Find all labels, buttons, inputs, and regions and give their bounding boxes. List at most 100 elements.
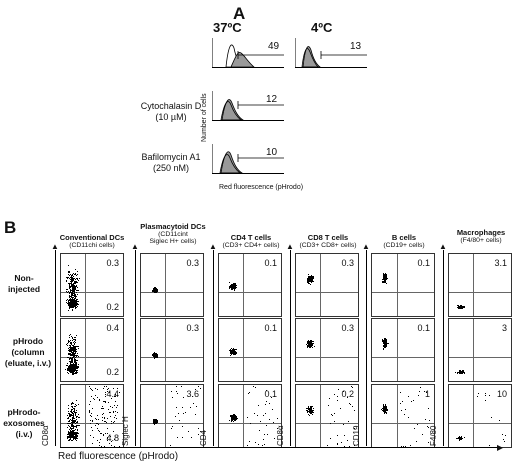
scatter-point: [73, 437, 75, 439]
scatter-point: [73, 305, 75, 307]
scatter-point: [381, 279, 383, 281]
percent-37-control: 49: [268, 41, 280, 52]
scatter-point: [72, 431, 74, 433]
scatter-point: [72, 341, 74, 343]
scatter-point: [71, 299, 73, 301]
scatter-point: [67, 276, 69, 278]
scatter-point: [77, 279, 79, 281]
scatter-point: [91, 389, 93, 391]
scatter-point: [484, 395, 486, 396]
scatter-point: [95, 418, 97, 420]
scatter-point: [75, 431, 77, 433]
scatter-point: [71, 306, 73, 308]
scatter-point: [109, 411, 111, 413]
scatter-point: [68, 357, 70, 359]
scatter-point: [69, 303, 71, 304]
scatter-point: [68, 304, 70, 306]
scatter-point: [72, 305, 74, 307]
scatter-point: [73, 303, 75, 305]
temp-4-heading: 4ºC: [311, 20, 333, 35]
scatter-point: [73, 280, 75, 282]
scatter-point: [72, 309, 74, 311]
scatter-point: [70, 343, 72, 345]
scatter-point: [263, 414, 265, 416]
scatter-point: [67, 353, 69, 355]
scatter-point: [234, 288, 236, 290]
scatter-point: [69, 415, 71, 417]
scatter-point: [73, 301, 75, 303]
scatter-point: [71, 283, 73, 285]
dot-plot-col2-row0: 0.1: [218, 253, 282, 317]
scatter-point: [101, 420, 103, 422]
scatter-point: [155, 352, 157, 354]
scatter-point: [74, 355, 76, 357]
scatter-point: [76, 366, 78, 368]
scatter-point: [74, 281, 76, 283]
scatter-point: [76, 335, 78, 337]
scatter-point: [68, 369, 70, 371]
scatter-point: [232, 352, 234, 354]
dot-plot-col5-row0: 3.1: [448, 253, 512, 317]
scatter-point: [230, 285, 232, 287]
scatter-point: [75, 288, 77, 290]
scatter-point: [71, 350, 73, 352]
column-title-plasmacytoid-dcs: Plasmacytoid DCs: [140, 222, 206, 231]
scatter-point: [69, 361, 71, 363]
scatter-point: [174, 416, 176, 418]
scatter-point: [71, 411, 73, 413]
scatter-point: [257, 414, 259, 416]
scatter-point: [386, 282, 388, 284]
row-label-phrodo-column-line3: (eluate, i.v.): [4, 358, 52, 368]
scatter-point: [70, 290, 72, 292]
scatter-point: [460, 307, 462, 309]
scatter-point: [151, 355, 153, 357]
scatter-point: [72, 349, 74, 351]
dot-plot-col1-row0: 0.3: [140, 253, 204, 317]
scatter-point: [73, 411, 75, 413]
percent-37-cytochalasin: 12: [266, 94, 278, 105]
scatter-point: [74, 283, 76, 285]
scatter-point: [154, 356, 156, 357]
scatter-point: [77, 278, 79, 280]
scatter-point: [66, 288, 68, 290]
scatter-point: [70, 299, 72, 301]
scatter-point: [74, 278, 76, 280]
scatter-point: [235, 286, 237, 288]
scatter-point: [70, 342, 72, 344]
scatter-point: [77, 287, 79, 289]
scatter-point: [157, 356, 159, 358]
scatter-point: [90, 401, 92, 403]
scatter-point: [73, 284, 75, 286]
scatter-point: [74, 407, 76, 409]
column-subtitle-cd4-t-cells: (CD3+ CD4+ cells): [222, 242, 280, 249]
row-label-cytochalasin: Cytochalasin D (10 µM): [126, 101, 216, 123]
scatter-point: [77, 422, 79, 424]
scatter-point: [119, 392, 121, 394]
scatter-point: [73, 299, 75, 301]
scatter-point: [70, 273, 72, 275]
dot-plot-col0-row1: 0.4 0.2: [60, 318, 124, 382]
scatter-point: [68, 344, 70, 346]
scatter-point: [232, 286, 234, 288]
dot-plot-col0-row2: 4.4 4.8: [60, 384, 124, 448]
scatter-point: [102, 406, 104, 408]
scatter-point: [310, 340, 312, 342]
scatter-point: [70, 349, 72, 351]
scatter-point: [75, 345, 77, 347]
scatter-point: [153, 353, 155, 355]
scatter-point: [75, 298, 77, 300]
scatter-point: [330, 437, 332, 439]
scatter-point: [91, 427, 92, 429]
gate-horizontal-line: [449, 423, 511, 425]
quadrant-value-upper: 0.3: [106, 258, 119, 268]
scatter-point: [114, 416, 115, 418]
gate-horizontal-line: [219, 423, 281, 425]
scatter-point: [72, 406, 74, 408]
scatter-point: [74, 366, 76, 368]
scatter-point: [70, 429, 72, 431]
scatter-point: [75, 355, 77, 357]
scatter-point: [72, 300, 74, 302]
scatter-point: [191, 396, 193, 398]
scatter-point: [153, 287, 155, 289]
scatter-point: [352, 405, 354, 407]
